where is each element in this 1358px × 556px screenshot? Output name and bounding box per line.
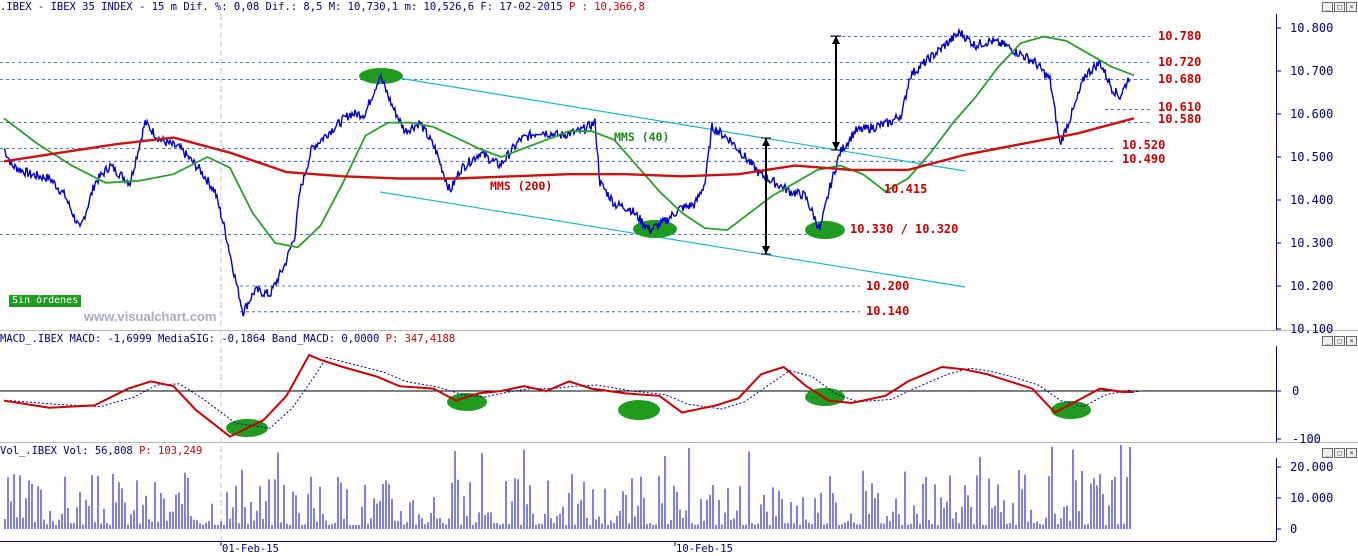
level-label-10520: 10.520	[1122, 138, 1165, 152]
mms200-line	[3, 117, 1135, 180]
level-label-10415: 10.415	[884, 182, 927, 196]
level-label-10580: 10.580	[1158, 112, 1201, 126]
y-tick-label: 10.500	[1290, 150, 1333, 164]
macd-minimize-button[interactable]: _	[1322, 336, 1333, 346]
macd-tick-label: 0	[1292, 384, 1299, 398]
range-arrow-right	[831, 35, 841, 151]
y-tick-label: 10.100	[1290, 322, 1333, 336]
mms200-label: MMS (200)	[490, 179, 552, 193]
level-label-10330: 10.330 / 10.320	[850, 222, 958, 236]
y-tick-label: 10.300	[1290, 236, 1333, 250]
level-label-10200: 10.200	[866, 279, 909, 293]
mms40-line	[3, 35, 1135, 249]
y-axis-labels: 10.800 10.700 10.600 10.500 10.400 10.300 10.2…	[1276, 21, 1333, 536]
chart-header: .IBEX - IBEX 35 INDEX - 15 m Dif. %: 0,0…	[0, 0, 1276, 14]
highlight-ellipses	[226, 68, 1091, 437]
volume-tick-label: 20.000	[1290, 460, 1333, 474]
level-label-10680: 10.680	[1158, 72, 1201, 86]
macd-tick-label: -100	[1292, 432, 1321, 446]
y-tick-label: 10.800	[1290, 21, 1333, 35]
macd-line	[3, 353, 1134, 438]
mms40-label: MMS (40)	[614, 130, 669, 144]
range-arrows	[761, 35, 841, 255]
y-tick-label: 10.200	[1290, 279, 1333, 293]
highlight-ellipse	[447, 393, 487, 411]
macd-header: MACD_.IBEX MACD: -1,6999 MediaSIG: -0,18…	[0, 333, 456, 345]
highlight-ellipse	[805, 221, 845, 239]
date-label-01feb: 01-Feb-15	[222, 543, 279, 555]
symbol-info: .IBEX - IBEX 35 INDEX - 15 m Dif. %: 0,0…	[0, 1, 563, 13]
volume-close-button[interactable]: ×	[1346, 448, 1357, 458]
price-line	[3, 27, 1131, 317]
volume-maximize-button[interactable]: □	[1334, 448, 1345, 458]
highlight-ellipse	[618, 400, 660, 420]
y-tick-label: 10.600	[1290, 107, 1333, 121]
channel-upper	[379, 74, 966, 172]
y-tick-label: 10.400	[1290, 193, 1333, 207]
moving-averages	[3, 35, 1135, 249]
date-label-10feb: 10-Feb-15	[676, 543, 733, 555]
orders-badge: Sin órdenes	[9, 295, 82, 307]
volume-tick-label: 0	[1290, 522, 1297, 536]
level-label-10490: 10.490	[1122, 152, 1165, 166]
level-label-10140: 10.140	[866, 304, 909, 318]
arrow-head-down	[762, 246, 770, 254]
horizontal-levels	[0, 36, 1150, 313]
watermark: www.visualchart.com	[84, 309, 217, 324]
channel-lower	[379, 191, 966, 288]
macd-lines	[3, 353, 1141, 438]
level-label-10720: 10.720	[1158, 55, 1201, 69]
range-arrow-left	[761, 137, 771, 255]
arrow-head-down	[832, 142, 840, 150]
macd-close-button[interactable]: ×	[1346, 336, 1357, 346]
arrow-head-up	[762, 138, 770, 146]
volume-header: Vol_.IBEX Vol: 56,808 P: 103,249	[0, 445, 203, 457]
volume-tick-label: 10.000	[1290, 491, 1333, 505]
y-tick-label: 10.700	[1290, 64, 1333, 78]
price-bars	[3, 27, 1131, 317]
level-label-10780: 10.780	[1158, 29, 1201, 43]
volume-minimize-button[interactable]: _	[1322, 448, 1333, 458]
maximize-button[interactable]: □	[1334, 2, 1345, 12]
macd-maximize-button[interactable]: □	[1334, 336, 1345, 346]
trend-channel	[379, 74, 966, 288]
last-price: P : 10,366,8	[568, 1, 645, 13]
minimize-button[interactable]: _	[1322, 2, 1333, 12]
level-label-10610: 10.610	[1158, 100, 1201, 114]
arrow-head-up	[832, 36, 840, 44]
close-button[interactable]: ×	[1346, 2, 1357, 12]
volume-bars	[4, 445, 1131, 529]
highlight-ellipse	[633, 220, 677, 238]
